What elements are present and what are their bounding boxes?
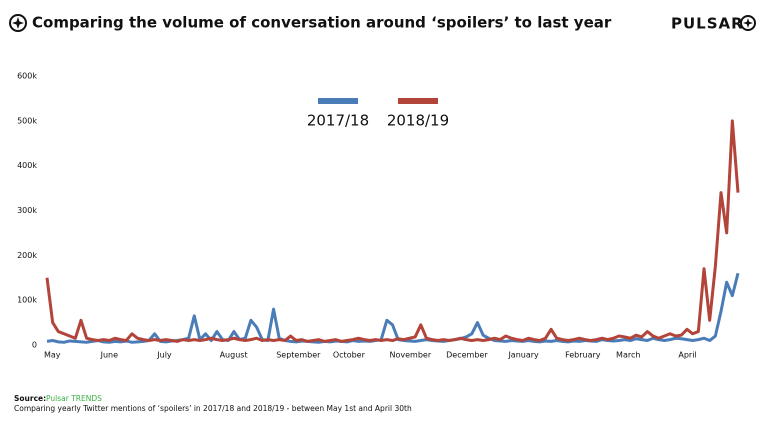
brand-logo: PULSAR [671, 15, 744, 33]
title-icon [9, 14, 27, 32]
x-tick-label: October [333, 351, 366, 360]
legend: 2017/18 2018/19 [307, 98, 449, 130]
y-tick-label: 0 [32, 341, 37, 350]
y-tick-label: 300k [17, 206, 37, 215]
y-tick-label: 100k [17, 296, 37, 305]
y-tick-label: 200k [17, 251, 37, 260]
source-label: Source: [14, 394, 46, 403]
plot-area: 0 100k 200k 300k 400k 500k 600k May June July Augu… [17, 72, 740, 360]
source: Pulsar TRENDS [46, 394, 102, 403]
x-tick-label: May [44, 351, 61, 360]
x-tick-label: August [220, 351, 248, 360]
brand-icon [740, 15, 756, 31]
x-tick-label: July [156, 351, 172, 360]
y-tick-label: 400k [17, 161, 37, 170]
x-tick-label: February [565, 351, 601, 360]
x-tick-label: June [100, 351, 119, 360]
legend-label: 2018/19 [387, 112, 449, 130]
x-tick-label: January [507, 351, 539, 360]
legend-label: 2017/18 [307, 112, 369, 130]
x-tick-label: December [446, 351, 488, 360]
x-tick-label: March [616, 351, 640, 360]
y-tick-label: 500k [17, 116, 37, 125]
chart-title: Comparing the volume of conversation aro… [32, 14, 612, 32]
data-line [45, 119, 740, 343]
x-tick-label: September [276, 351, 321, 360]
y-tick-label: 600k [17, 72, 37, 81]
caption: Comparing yearly Twitter mentions of ‘sp… [14, 404, 412, 413]
x-tick-label: April [678, 351, 696, 360]
x-tick-label: November [390, 351, 432, 360]
